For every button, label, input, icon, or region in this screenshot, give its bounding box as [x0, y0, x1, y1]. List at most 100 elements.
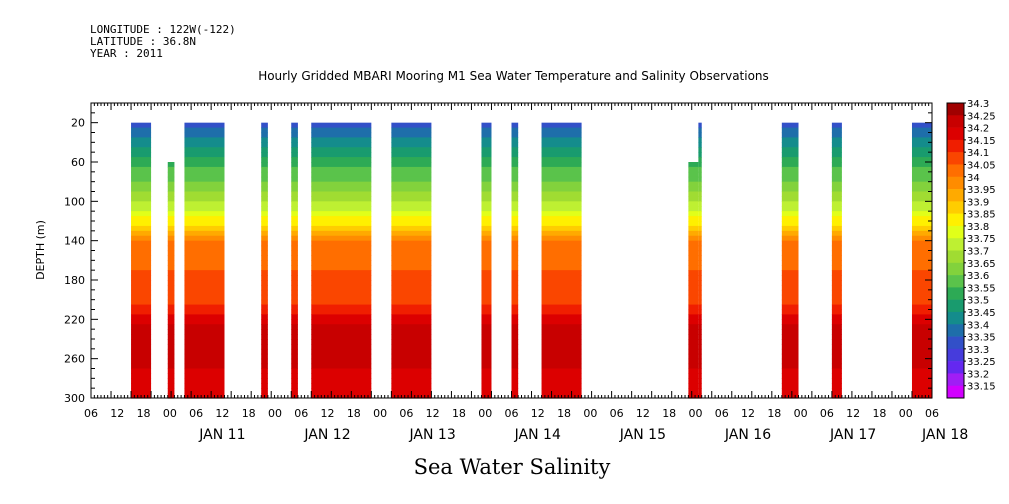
salinity-cell: [911, 383, 932, 389]
salinity-cell: [911, 368, 932, 375]
colorbar-label: 34.3: [967, 99, 989, 110]
salinity-cell: [391, 348, 432, 355]
salinity-cell: [698, 314, 702, 320]
salinity-cell: [541, 265, 582, 271]
salinity-cell: [291, 319, 298, 325]
colorbar-swatch: [947, 311, 964, 325]
colorbar-swatch: [947, 238, 964, 251]
salinity-cell: [481, 388, 492, 394]
salinity-cell: [391, 353, 432, 360]
salinity-cell: [391, 122, 432, 129]
time-axis: 06 12 18 00 06 12 18 00 06 12 18 00 06 12 18 00 06 12 18 00…: [84, 103, 968, 443]
salinity-cell: [391, 358, 432, 365]
colorbar-swatch: [947, 213, 964, 227]
salinity-cell: [481, 245, 492, 252]
colorbar-label: 33.15: [967, 382, 996, 393]
salinity-cell: [261, 353, 268, 360]
colorbar-swatch: [947, 250, 964, 264]
chart-title: Hourly Gridded MBARI Mooring M1 Sea Wate…: [258, 69, 769, 83]
salinity-cell: [167, 230, 175, 237]
salinity-cell: [541, 235, 582, 242]
salinity-cell: [541, 324, 582, 330]
salinity-cell: [131, 201, 152, 207]
salinity-cell: [261, 235, 268, 242]
data-segment: [511, 122, 519, 399]
salinity-cell: [291, 343, 298, 350]
salinity-cell: [184, 319, 225, 325]
salinity-cell: [184, 260, 225, 266]
salinity-cell: [167, 304, 175, 311]
salinity-cell: [291, 250, 298, 257]
salinity-cell: [167, 211, 175, 217]
salinity-cell: [781, 225, 799, 232]
salinity-cell: [311, 157, 372, 163]
salinity-cell: [911, 265, 932, 271]
salinity-cell: [131, 157, 152, 163]
hour-tick-label: 18: [452, 407, 466, 420]
salinity-cell: [781, 216, 799, 222]
salinity-cell: [481, 221, 492, 227]
salinity-cell: [184, 157, 225, 163]
salinity-cell: [511, 176, 519, 183]
salinity-cell: [541, 157, 582, 163]
salinity-cell: [781, 358, 799, 365]
salinity-cell: [831, 162, 842, 168]
salinity-cell: [911, 373, 932, 379]
salinity-cell: [291, 368, 298, 375]
salinity-cell: [481, 280, 492, 286]
date-label: JAN 14: [514, 427, 561, 443]
salinity-cell: [261, 152, 268, 158]
salinity-cell: [481, 348, 492, 355]
salinity-cell: [291, 294, 298, 301]
salinity-cell: [261, 157, 268, 163]
salinity-cell: [391, 196, 432, 202]
salinity-cell: [481, 137, 492, 143]
salinity-cell: [541, 245, 582, 252]
salinity-cell: [131, 284, 152, 291]
salinity-cell: [831, 334, 842, 340]
hour-tick-label: 00: [899, 407, 913, 420]
salinity-cell: [261, 270, 268, 276]
colorbar-swatch: [947, 299, 964, 313]
salinity-cell: [698, 235, 702, 242]
salinity-cell: [184, 201, 225, 207]
salinity-cell: [911, 378, 932, 384]
salinity-cell: [481, 142, 492, 148]
salinity-cell: [261, 284, 268, 291]
salinity-cell: [131, 171, 152, 178]
salinity-cell: [781, 250, 799, 257]
salinity-cell: [698, 216, 702, 222]
salinity-cell: [688, 181, 699, 188]
salinity-cell: [167, 270, 175, 276]
salinity-cell: [698, 162, 702, 168]
salinity-cell: [291, 171, 298, 178]
salinity-cell: [781, 147, 799, 153]
colorbar-swatch: [947, 189, 964, 202]
salinity-cell: [781, 309, 799, 316]
salinity-cell: [781, 329, 799, 335]
salinity-cell: [167, 383, 175, 389]
salinity-cell: [311, 201, 372, 207]
salinity-cell: [511, 373, 519, 379]
salinity-cell: [184, 196, 225, 202]
salinity-cell: [291, 176, 298, 183]
y-tick-label: 180: [64, 274, 85, 287]
data-segment: [911, 122, 932, 399]
salinity-cell: [291, 358, 298, 365]
salinity-cell: [167, 309, 175, 316]
salinity-cell: [481, 162, 492, 168]
salinity-cell: [698, 181, 702, 188]
salinity-cell: [781, 314, 799, 320]
salinity-cell: [131, 280, 152, 286]
salinity-cell: [541, 250, 582, 257]
salinity-cell: [184, 309, 225, 316]
salinity-cell: [541, 358, 582, 365]
colorbar-label: 33.35: [967, 333, 996, 344]
colorbar-label: 34.25: [967, 111, 996, 122]
salinity-cell: [184, 137, 225, 143]
salinity-cell: [391, 334, 432, 340]
salinity-cell: [831, 176, 842, 183]
hour-tick-label: 12: [636, 407, 650, 420]
salinity-cell: [911, 181, 932, 188]
salinity-cell: [781, 240, 799, 247]
